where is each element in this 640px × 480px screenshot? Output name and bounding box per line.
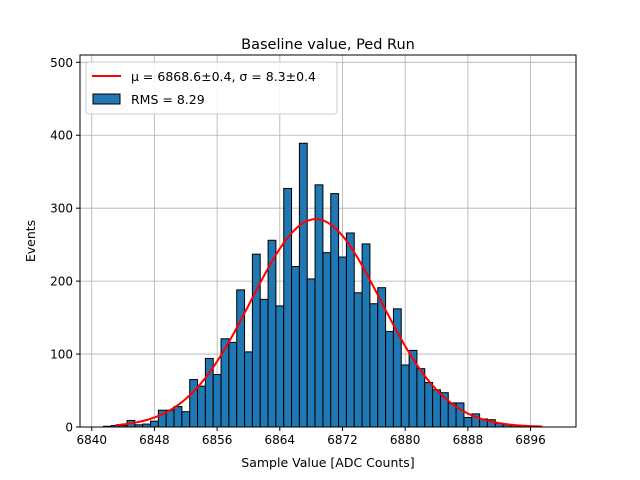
histogram-bar: [369, 303, 379, 428]
histogram-bar: [197, 385, 206, 428]
x-axis-label: Sample Value [ADC Counts]: [241, 455, 414, 470]
histogram-bar: [322, 252, 332, 428]
y-tick-label: 500: [50, 56, 73, 70]
legend: μ = 6868.6±0.4, σ = 8.3±0.4 RMS = 8.29: [85, 61, 338, 115]
histogram-bar: [291, 266, 300, 428]
x-tick-label: 6888: [453, 433, 484, 447]
x-tick-label: 6864: [265, 433, 296, 447]
histogram-bar: [424, 382, 434, 428]
legend-rms-label: RMS = 8.29: [131, 92, 205, 107]
histogram-bar: [338, 256, 347, 428]
y-tick-label: 300: [50, 202, 73, 216]
histogram-bar: [314, 184, 324, 428]
gaussian-fit-line: [115, 218, 543, 428]
y-tick-label: 0: [65, 421, 73, 435]
histogram-bar: [181, 411, 191, 428]
histogram-bar: [298, 142, 308, 428]
histogram-bar: [400, 364, 410, 428]
histogram-bar: [463, 417, 473, 428]
y-axis: 0 100 200 300 400 500: [50, 56, 80, 435]
histogram-bar: [353, 292, 363, 428]
histogram-bar: [189, 379, 199, 428]
histogram-bar: [385, 330, 394, 428]
legend-fit-label: μ = 6868.6±0.4, σ = 8.3±0.4: [131, 69, 316, 84]
histogram-bar: [212, 373, 222, 428]
histogram-bar: [259, 298, 269, 428]
x-tick-label: 6872: [327, 433, 358, 447]
legend-patch-swatch: [92, 93, 121, 105]
x-axis: 6840 6848 6856 6864 6872 6880 6888 6896: [76, 427, 546, 447]
y-tick-label: 400: [50, 129, 73, 143]
y-axis-label: Events: [23, 220, 38, 262]
histogram-bar: [432, 389, 441, 428]
chart-title: Baseline value, Ped Run: [241, 37, 415, 53]
bars: [103, 142, 535, 428]
histogram-bar: [244, 351, 253, 428]
histogram-bar: [306, 278, 316, 428]
histogram-bar: [275, 305, 285, 428]
x-tick-label: 6880: [390, 433, 421, 447]
histogram-bar: [150, 420, 159, 428]
histogram-bar: [236, 289, 246, 428]
legend-box: [85, 61, 338, 115]
histogram-bar: [283, 187, 293, 428]
histogram-bar: [228, 341, 238, 428]
plot-frame: [79, 54, 577, 428]
x-tick-label: 6848: [139, 433, 170, 447]
x-tick-label: 6896: [515, 433, 546, 447]
y-tick-label: 200: [50, 275, 73, 289]
x-tick-label: 6856: [202, 433, 233, 447]
x-tick-label: 6840: [76, 433, 107, 447]
y-tick-label: 100: [50, 348, 73, 362]
histogram-bar: [416, 368, 426, 428]
histogram-bar: [173, 406, 183, 428]
histogram-bar: [251, 253, 261, 428]
histogram-bar: [345, 232, 355, 428]
